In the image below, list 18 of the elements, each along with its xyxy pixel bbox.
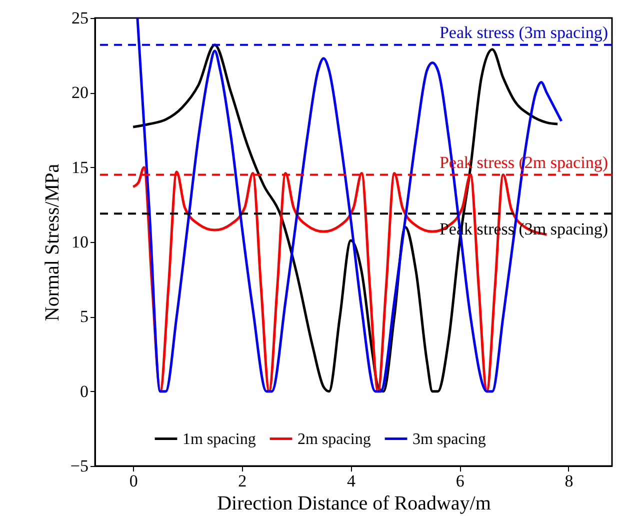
y-tick-label: 15 xyxy=(72,158,88,177)
x-tick-label: 6 xyxy=(456,472,464,490)
legend-label: 3m spacing xyxy=(412,430,486,448)
x-axis-title: Direction Distance of Roadway/m xyxy=(217,492,492,514)
y-tick-label: −5 xyxy=(70,456,88,476)
x-tick-label: 8 xyxy=(564,472,574,490)
legend-label: 2m spacing xyxy=(298,430,371,448)
y-tick-label: 25 xyxy=(72,8,88,28)
y-axis-title: Normal Stress/MPa xyxy=(41,164,64,322)
y-tick-label: 20 xyxy=(72,83,88,102)
x-tick-label: 0 xyxy=(129,472,138,490)
y-tick-label: 10 xyxy=(72,232,88,252)
legend-label: 1m spacing xyxy=(182,430,256,448)
y-tick-label: 5 xyxy=(80,307,88,326)
x-tick-label: 2 xyxy=(238,472,247,490)
y-tick-label: 0 xyxy=(80,382,88,401)
ref-line-label: Peak stress (3m spacing) xyxy=(439,22,608,42)
x-tick-label: 4 xyxy=(347,472,356,490)
